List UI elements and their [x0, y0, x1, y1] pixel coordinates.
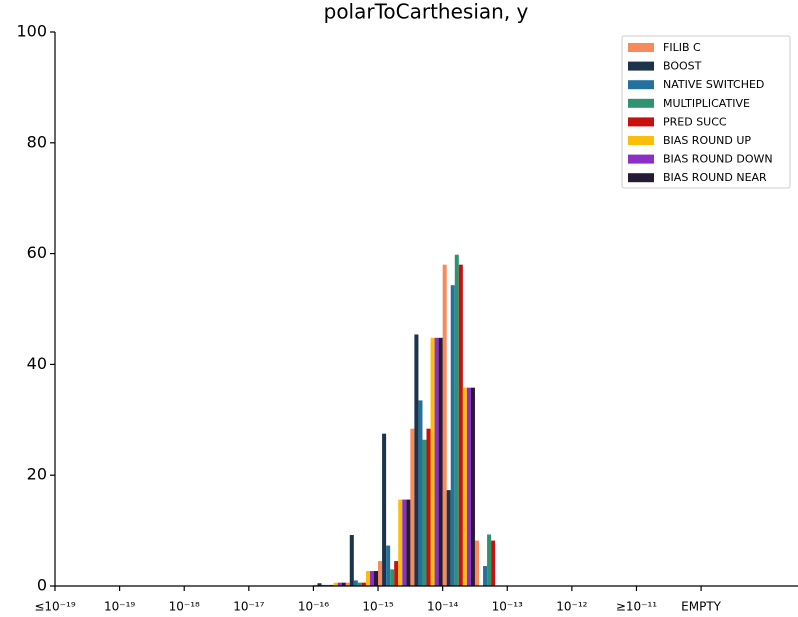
x-tick-label: 10⁻¹⁴ — [427, 600, 458, 614]
y-tick-label: 0 — [37, 576, 47, 595]
legend-box — [621, 35, 791, 189]
legend-swatch — [628, 173, 654, 183]
bar — [345, 582, 350, 586]
chart-title: polarToCarthesian, y — [324, 0, 529, 24]
bar — [470, 387, 475, 586]
legend-label: PRED SUCC — [663, 115, 727, 128]
legend-swatch — [628, 136, 654, 145]
bar — [333, 582, 338, 586]
bar — [390, 569, 395, 586]
legend-label: BIAS ROUND NEAR — [663, 171, 767, 184]
bar — [406, 499, 411, 586]
legend-label: MULTIPLICATIVE — [663, 97, 750, 110]
bar — [357, 582, 362, 586]
bar — [454, 254, 459, 586]
legend-swatch — [628, 154, 654, 164]
legend-swatch — [628, 80, 654, 90]
y-tick-label: 60 — [27, 243, 47, 262]
x-tick-label: 10⁻¹⁶ — [298, 600, 329, 614]
bar — [378, 561, 383, 586]
bar — [462, 387, 467, 586]
legend: FILIB C BOOST NATIVE SWITCHED MULTIPLICATIV… — [621, 35, 791, 189]
legend-label: BOOST — [663, 60, 702, 73]
legend-label: FILIB C — [663, 41, 701, 54]
x-tick-label: 10⁻¹⁵ — [362, 600, 393, 614]
legend-swatch — [628, 98, 654, 108]
bar — [450, 285, 455, 586]
x-tick-label: 10⁻¹⁸ — [169, 600, 200, 614]
bar — [491, 540, 496, 586]
bar — [361, 582, 366, 586]
legend-label: NATIVE SWITCHED — [663, 78, 764, 91]
bar — [337, 582, 342, 586]
bar — [438, 337, 443, 586]
bar — [382, 433, 387, 586]
bar — [483, 566, 488, 586]
x-tick-label: ≤10⁻¹⁹ — [34, 600, 75, 614]
bar — [474, 540, 479, 586]
bar — [341, 582, 346, 586]
legend-label: BIAS ROUND UP — [663, 134, 751, 147]
x-tick-label: 10⁻¹⁹ — [104, 600, 135, 614]
bar — [398, 499, 403, 586]
bar — [434, 337, 439, 586]
bar — [365, 571, 370, 586]
legend-swatch — [628, 43, 654, 52]
x-tick-label: EMPTY — [681, 600, 722, 614]
bar — [349, 535, 354, 586]
legend-label: BIAS ROUND DOWN — [663, 153, 773, 166]
y-tick-label: 20 — [27, 465, 47, 484]
legend-swatch — [628, 117, 654, 127]
x-tick-label: 10⁻¹² — [556, 600, 587, 614]
bar — [374, 571, 379, 586]
bar — [426, 428, 431, 586]
y-tick-label: 40 — [27, 354, 47, 373]
bar — [487, 534, 492, 586]
bar — [442, 264, 447, 586]
bar — [386, 545, 391, 586]
x-tick-label: ≥10⁻¹¹ — [616, 600, 657, 614]
bar — [458, 264, 463, 586]
bar — [410, 428, 415, 586]
legend-swatch — [628, 61, 654, 71]
bar — [414, 334, 419, 586]
bar — [466, 387, 471, 586]
bar — [394, 561, 399, 586]
x-tick-label: 10⁻¹⁷ — [233, 600, 264, 614]
bar — [317, 583, 322, 586]
bar — [369, 571, 375, 586]
bar — [402, 499, 407, 586]
bar — [418, 400, 423, 586]
bar — [353, 580, 358, 586]
y-tick-label: 80 — [27, 132, 47, 151]
bar — [446, 490, 451, 586]
y-tick-label: 100 — [16, 22, 47, 41]
bar — [430, 337, 435, 586]
bar — [422, 439, 427, 586]
x-tick-label: 10⁻¹³ — [492, 600, 523, 614]
